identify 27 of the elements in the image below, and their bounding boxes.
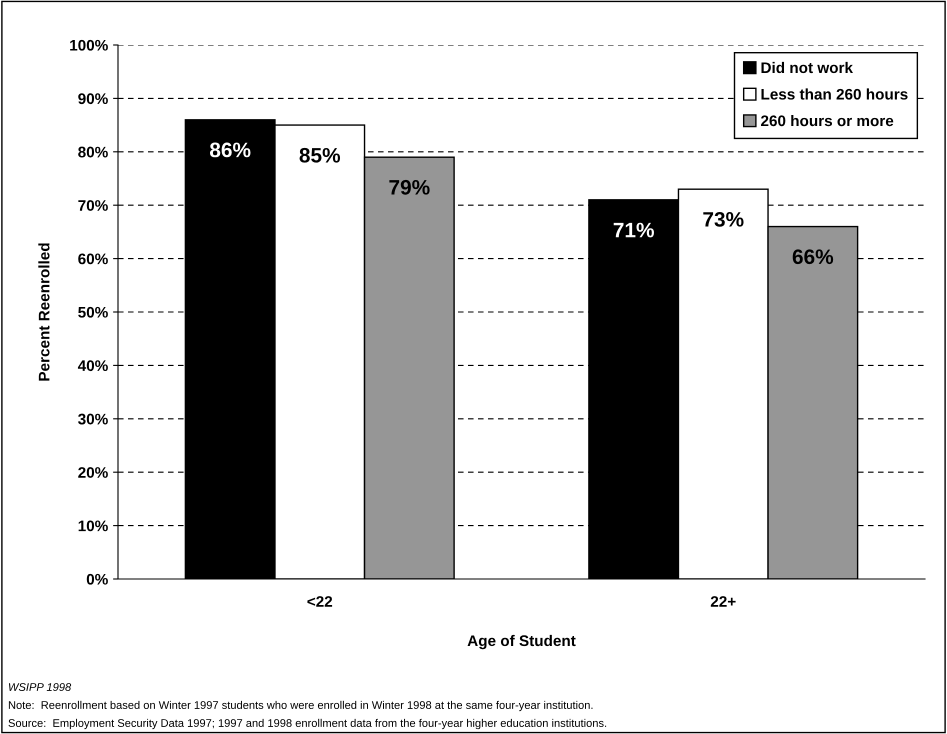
legend-label: Did not work	[761, 62, 853, 74]
legend-label: 260 hours or more	[761, 114, 894, 126]
x-tick-label: 22+	[710, 596, 736, 607]
y-tick-label: 20%	[78, 467, 108, 478]
data-label: 85%	[300, 148, 340, 163]
x-axis-title: Age of Student	[468, 634, 576, 650]
source-note: Source: Employment Security Data 1997; 1997 and 1998 enrollment data from the four-year higher education institutions.	[8, 718, 606, 730]
y-tick-label: 100%	[70, 40, 108, 51]
data-label: 79%	[389, 180, 430, 195]
legend-label: Less than 260 hours	[761, 88, 908, 100]
data-label: 66%	[792, 249, 834, 264]
text: WSIPP 1998	[8, 683, 72, 691]
y-tick-label: 0%	[86, 574, 108, 585]
text: Note: Reenrollment based on Winter 1997 students who were enrolled in Winter 1998 at the same four-year institution.	[8, 700, 592, 712]
y-tick-label: 30%	[78, 414, 108, 425]
data-label: 73%	[703, 212, 744, 227]
y-tick-label: 90%	[78, 93, 108, 104]
data-label: 86%	[210, 142, 250, 158]
y-tick-label: 40%	[78, 360, 108, 372]
y-axis-title: Percent Reenrolled	[38, 243, 50, 381]
y-tick-label: 10%	[78, 520, 108, 532]
x-tick-label: <22	[307, 596, 332, 607]
y-tick-label: 60%	[78, 253, 108, 264]
y-tick-label: 50%	[78, 306, 108, 318]
y-tick-label: 70%	[78, 200, 108, 211]
data-label: 71%	[614, 222, 654, 238]
y-tick-label: 80%	[78, 146, 108, 158]
